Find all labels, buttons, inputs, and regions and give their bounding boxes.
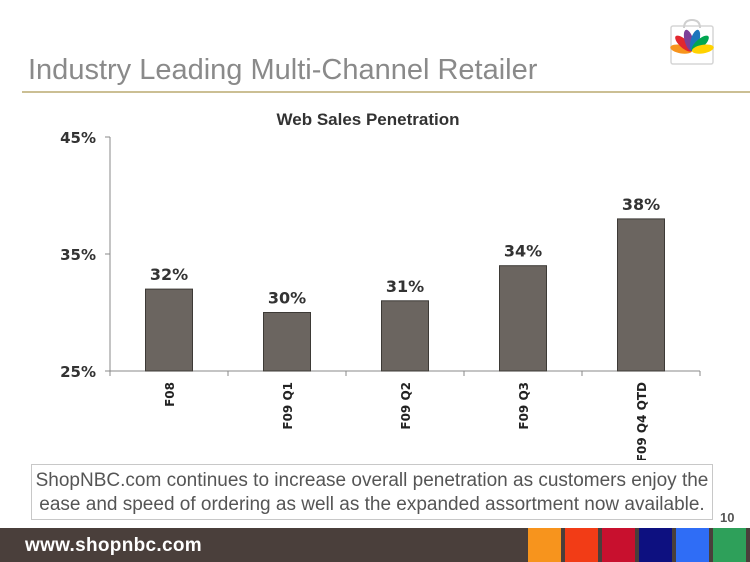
data-label: 31% <box>386 277 424 296</box>
color-swatch <box>676 528 709 562</box>
bar-f09-q1 <box>263 312 311 372</box>
footer-bar: www.shopnbc.com <box>0 528 750 562</box>
chart-bars: 32% 30% 31% 34% 38% <box>145 195 665 372</box>
bar-f09-q2 <box>381 300 429 372</box>
color-swatch <box>713 528 746 562</box>
logo-graphic <box>670 18 714 65</box>
data-label: 30% <box>268 289 306 308</box>
title-divider <box>22 91 750 93</box>
x-tick-label: F09 Q4 QTD <box>635 382 649 460</box>
color-swatch <box>602 528 635 562</box>
web-sales-chart: Web Sales Penetration 25% 35% 45% F08 F09 Q1… <box>60 110 701 460</box>
data-label: 34% <box>504 242 542 261</box>
color-swatch <box>528 528 561 562</box>
data-label: 38% <box>622 195 660 214</box>
color-swatch <box>565 528 598 562</box>
slide-title: Industry Leading Multi-Channel Retailer <box>28 54 538 86</box>
caption-text: ShopNBC.com continues to increase overal… <box>35 470 709 515</box>
bar-f09-q3 <box>499 265 547 372</box>
footer-url[interactable]: www.shopnbc.com <box>25 535 202 556</box>
x-tick-label: F08 <box>163 382 177 407</box>
x-tick-label: F09 Q3 <box>517 382 531 430</box>
bar-f09-q4-qtd <box>617 218 665 372</box>
y-tick-label: 25% <box>60 363 96 381</box>
nbc-peacock-bag-icon <box>668 18 716 66</box>
color-swatch <box>639 528 672 562</box>
chart-title: Web Sales Penetration <box>277 110 460 129</box>
data-label: 32% <box>150 265 188 284</box>
peacock-feather <box>691 44 714 54</box>
y-tick-label: 35% <box>60 246 96 264</box>
x-tick-label: F09 Q2 <box>399 382 413 430</box>
caption-box: ShopNBC.com continues to increase overal… <box>31 464 713 520</box>
bar-f08 <box>145 288 193 372</box>
y-tick-label: 45% <box>60 129 96 147</box>
color-swatches <box>524 528 746 562</box>
x-tick-label: F09 Q1 <box>281 382 295 430</box>
page-number: 10 <box>720 510 735 525</box>
